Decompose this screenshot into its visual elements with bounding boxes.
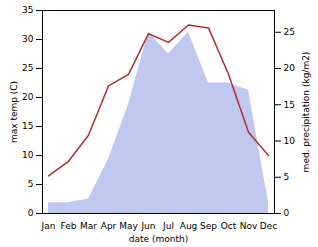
svg-text:Nov: Nov	[240, 221, 258, 231]
svg-text:10: 10	[284, 136, 296, 146]
svg-text:Sep: Sep	[200, 221, 217, 231]
svg-text:Oct: Oct	[221, 221, 237, 231]
svg-text:max temp (C): max temp (C)	[9, 81, 19, 143]
svg-text:15: 15	[284, 100, 295, 110]
svg-text:20: 20	[284, 63, 296, 73]
svg-text:35: 35	[22, 5, 33, 15]
svg-text:0: 0	[28, 208, 34, 218]
svg-text:Jun: Jun	[140, 221, 155, 231]
svg-text:med. precipitation (kg/m2): med. precipitation (kg/m2)	[301, 52, 311, 173]
svg-text:Aug: Aug	[180, 221, 198, 231]
svg-text:Mar: Mar	[80, 221, 97, 231]
svg-text:Jul: Jul	[162, 221, 174, 231]
svg-text:May: May	[119, 221, 138, 231]
svg-text:20: 20	[22, 92, 34, 102]
svg-text:Feb: Feb	[61, 221, 77, 231]
svg-text:25: 25	[284, 27, 295, 37]
svg-text:25: 25	[22, 63, 33, 73]
svg-text:5: 5	[284, 172, 290, 182]
svg-text:Apr: Apr	[101, 221, 117, 231]
svg-text:0: 0	[284, 208, 290, 218]
svg-text:15: 15	[22, 121, 33, 131]
svg-text:Jan: Jan	[41, 221, 56, 231]
svg-text:Dec: Dec	[260, 221, 277, 231]
svg-text:date (month): date (month)	[129, 234, 188, 244]
svg-text:10: 10	[22, 150, 34, 160]
svg-text:5: 5	[28, 179, 34, 189]
svg-text:30: 30	[22, 34, 34, 44]
